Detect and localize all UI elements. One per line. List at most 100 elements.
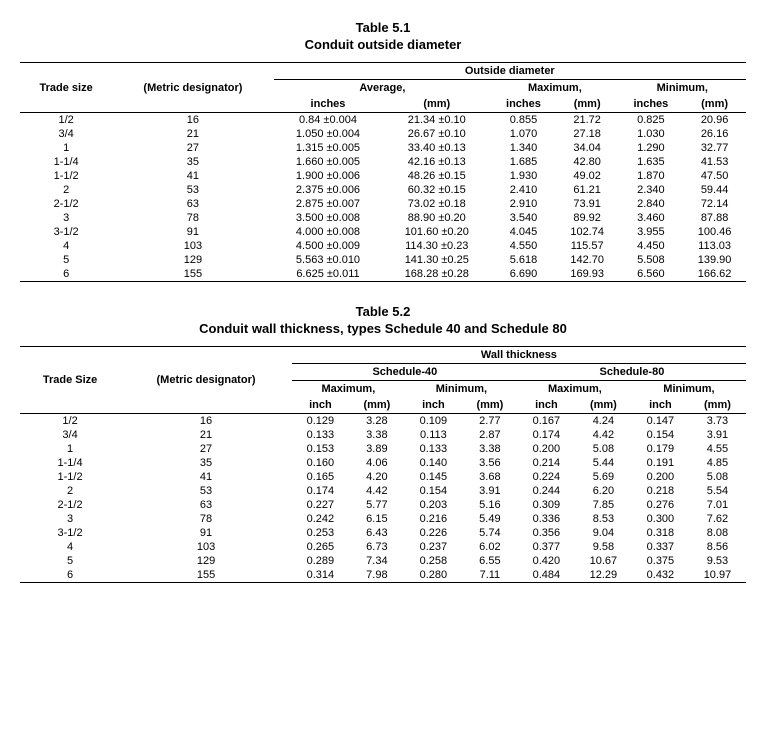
table-cell: 10.67 [575, 554, 632, 568]
table-row: 1-1/4351.660 ±0.00542.16 ±0.131.68542.80… [20, 155, 746, 169]
table-row: 3780.2426.150.2165.490.3368.530.3007.62 [20, 512, 746, 526]
table-cell: 21.34 ±0.10 [382, 113, 491, 128]
table-row: 41034.500 ±0.009114.30 ±0.234.550115.574… [20, 239, 746, 253]
table-cell: 4.20 [349, 470, 405, 484]
unit-mm: (mm) [556, 96, 619, 113]
table-cell: 0.289 [292, 554, 349, 568]
table-cell: 7.85 [575, 498, 632, 512]
table-cell: 4.42 [575, 428, 632, 442]
table-cell: 0.133 [292, 428, 349, 442]
table-row: 2532.375 ±0.00660.32 ±0.152.41061.212.34… [20, 183, 746, 197]
table-cell: 168.28 ±0.28 [382, 267, 491, 282]
table-cell: 1.050 ±0.004 [274, 127, 383, 141]
table-cell: 26.67 ±0.10 [382, 127, 491, 141]
table-cell: 1.685 [491, 155, 556, 169]
table-cell: 8.53 [575, 512, 632, 526]
table-cell: 41 [112, 169, 273, 183]
table-cell: 5.16 [462, 498, 518, 512]
table-cell: 3-1/2 [20, 526, 120, 540]
table-cell: 2.77 [462, 414, 518, 429]
col-min: Minimum, [405, 381, 518, 398]
table-cell: 6.55 [462, 554, 518, 568]
table-cell: 100.46 [683, 225, 746, 239]
table-cell: 41 [120, 470, 292, 484]
table-cell: 5 [20, 253, 112, 267]
table-cell: 4.06 [349, 456, 405, 470]
table-cell: 1.030 [619, 127, 684, 141]
table-cell: 5.08 [689, 470, 746, 484]
table-cell: 0.318 [632, 526, 689, 540]
table-cell: 1-1/2 [20, 470, 120, 484]
table-cell: 1.930 [491, 169, 556, 183]
table-cell: 166.62 [683, 267, 746, 282]
table-cell: 0.174 [518, 428, 575, 442]
table-cell: 61.21 [556, 183, 619, 197]
table-cell: 27 [112, 141, 273, 155]
table-cell: 4 [20, 540, 120, 554]
unit-inch: inch [518, 397, 575, 414]
table-cell: 2 [20, 183, 112, 197]
table-cell: 5.508 [619, 253, 684, 267]
table-row: 1-1/4350.1604.060.1403.560.2145.440.1914… [20, 456, 746, 470]
table2-number: Table 5.2 [20, 304, 746, 319]
table-cell: 0.253 [292, 526, 349, 540]
table-cell: 78 [112, 211, 273, 225]
table-row: 41030.2656.730.2376.020.3779.580.3378.56 [20, 540, 746, 554]
table-cell: 2 [20, 484, 120, 498]
table-cell: 3.68 [462, 470, 518, 484]
table-cell: 1.315 ±0.005 [274, 141, 383, 155]
table-row: 1/2160.84 ±0.00421.34 ±0.100.85521.720.8… [20, 113, 746, 128]
table-cell: 1.900 ±0.006 [274, 169, 383, 183]
table-cell: 0.200 [518, 442, 575, 456]
table-cell: 0.140 [405, 456, 462, 470]
table-cell: 6.20 [575, 484, 632, 498]
table-cell: 115.57 [556, 239, 619, 253]
table-row: 51290.2897.340.2586.550.42010.670.3759.5… [20, 554, 746, 568]
unit-mm: (mm) [575, 397, 632, 414]
table2: Trade Size (Metric designator) Wall thic… [20, 346, 746, 583]
table-cell: 5.618 [491, 253, 556, 267]
unit-mm: (mm) [683, 96, 746, 113]
table-cell: 0.276 [632, 498, 689, 512]
table-cell: 2.410 [491, 183, 556, 197]
table-cell: 3.91 [689, 428, 746, 442]
table-cell: 3.38 [349, 428, 405, 442]
unit-inch: inch [405, 397, 462, 414]
table-cell: 6.15 [349, 512, 405, 526]
col-trade-size: Trade Size [20, 347, 120, 414]
table-cell: 129 [112, 253, 273, 267]
table-cell: 1-1/2 [20, 169, 112, 183]
col-average: Average, [274, 80, 492, 97]
table-cell: 16 [120, 414, 292, 429]
table-cell: 113.03 [683, 239, 746, 253]
table-cell: 53 [120, 484, 292, 498]
table-cell: 0.214 [518, 456, 575, 470]
table-cell: 59.44 [683, 183, 746, 197]
table-cell: 0.265 [292, 540, 349, 554]
table-cell: 7.62 [689, 512, 746, 526]
table-cell: 47.50 [683, 169, 746, 183]
table-cell: 89.92 [556, 211, 619, 225]
col-min: Minimum, [632, 381, 746, 398]
table-cell: 4.42 [349, 484, 405, 498]
table-cell: 21 [112, 127, 273, 141]
table-cell: 0.227 [292, 498, 349, 512]
table-cell: 0.337 [632, 540, 689, 554]
table1-number: Table 5.1 [20, 20, 746, 35]
unit-mm: (mm) [462, 397, 518, 414]
unit-inches: inches [274, 96, 383, 113]
table-row: 3783.500 ±0.00888.90 ±0.203.54089.923.46… [20, 211, 746, 225]
table-cell: 5.54 [689, 484, 746, 498]
table-cell: 6.560 [619, 267, 684, 282]
table-cell: 3.91 [462, 484, 518, 498]
table-cell: 129 [120, 554, 292, 568]
table2-title: Conduit wall thickness, types Schedule 4… [20, 321, 746, 336]
table-cell: 5 [20, 554, 120, 568]
table-cell: 21 [120, 428, 292, 442]
table-cell: 4.450 [619, 239, 684, 253]
table-cell: 3-1/2 [20, 225, 112, 239]
table-row: 1270.1533.890.1333.380.2005.080.1794.55 [20, 442, 746, 456]
table-cell: 0.375 [632, 554, 689, 568]
table-cell: 1.635 [619, 155, 684, 169]
table-cell: 4.500 ±0.009 [274, 239, 383, 253]
